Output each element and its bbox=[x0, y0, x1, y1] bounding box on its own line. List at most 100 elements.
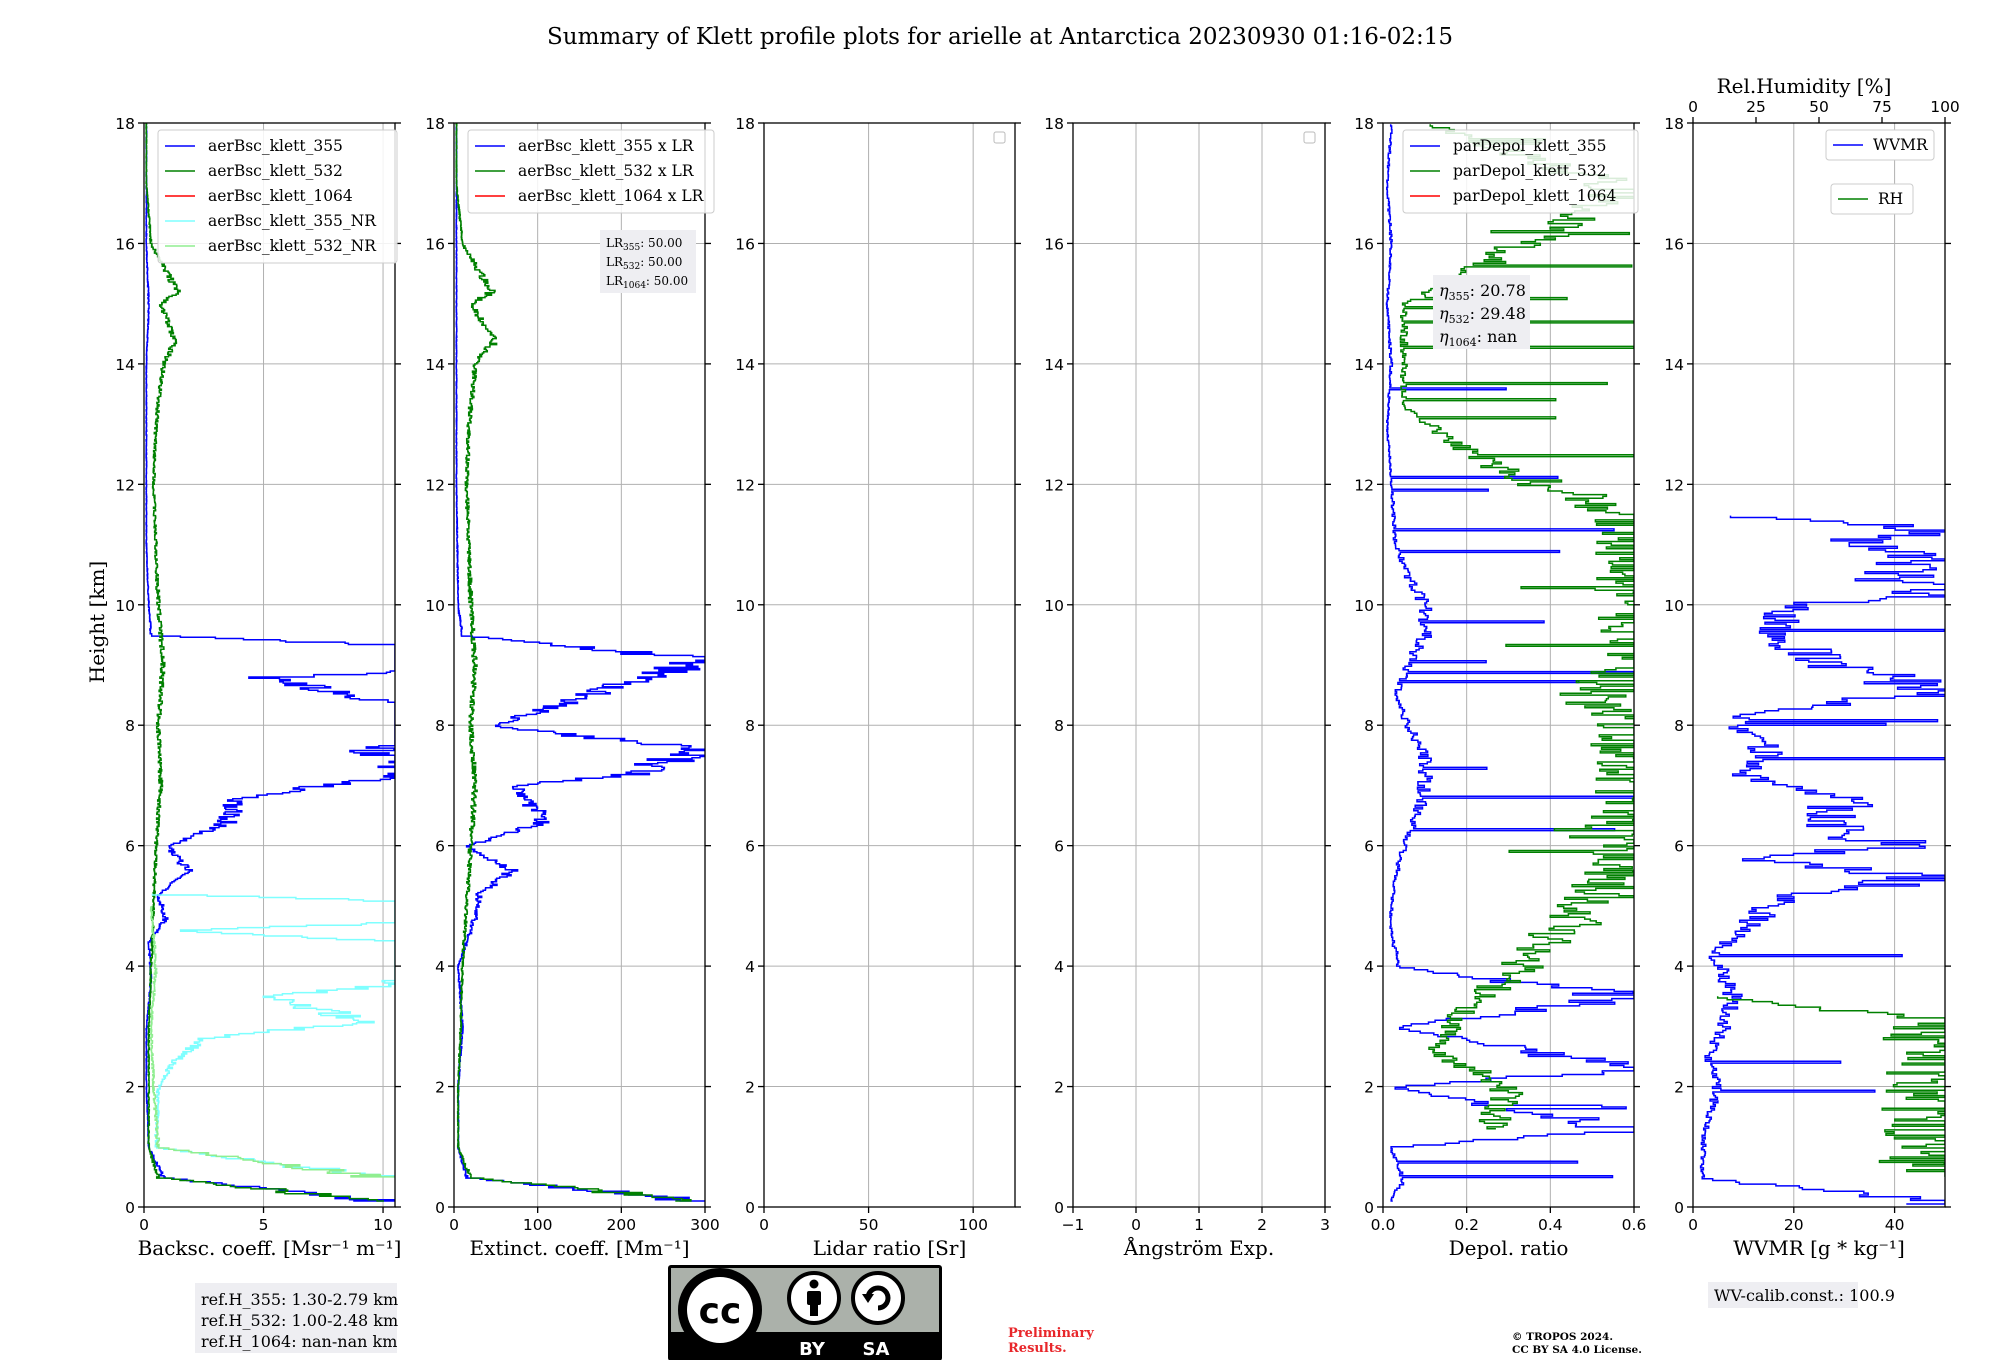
legend-label: aerBsc_klett_532_NR bbox=[208, 237, 377, 255]
top-axis-label: Rel.Humidity [%] bbox=[1717, 74, 1892, 98]
preliminary-label-line2: Results. bbox=[1008, 1341, 1067, 1356]
x-tick-label: 0 bbox=[1131, 1216, 1141, 1234]
y-tick-label: 6 bbox=[435, 838, 445, 856]
x-axis-label: Extinct. coeff. [Mm⁻¹] bbox=[469, 1236, 689, 1260]
panel-3: 0 50 100 0 2 4 6 8 10 12 14 16 18 Lidar ratio [Sr] bbox=[735, 115, 1021, 1260]
cc-logo-sa-text: SA bbox=[863, 1339, 890, 1360]
x-tick-label: 40 bbox=[1885, 1216, 1905, 1234]
legend-label: aerBsc_klett_1064 bbox=[208, 187, 353, 205]
series-line-aerBsc_klett_355 bbox=[145, 123, 395, 1202]
x-tick-label: 2 bbox=[1257, 1216, 1267, 1234]
panel-1: 0 5 10 0 2 4 6 8 10 12 14 16 18 Backsc. coeff. [Msr⁻¹… bbox=[115, 115, 401, 1260]
cc-by-sa-logo: cc BY SA bbox=[668, 1265, 942, 1360]
y-tick-label: 2 bbox=[1364, 1079, 1374, 1097]
y-tick-label: 12 bbox=[1044, 476, 1064, 494]
empty-legend-icon bbox=[993, 131, 1006, 144]
y-axis-label: Height [km] bbox=[85, 561, 109, 683]
top-tick-label: 75 bbox=[1872, 98, 1892, 116]
y-tick-label: 4 bbox=[125, 958, 135, 976]
y-tick-label: 14 bbox=[1354, 356, 1374, 374]
x-tick-label: 100 bbox=[523, 1216, 553, 1234]
y-tick-label: 8 bbox=[1674, 717, 1684, 735]
lidar-ratio-1064: LR1064: 50.00 bbox=[606, 274, 688, 291]
legend-box-WVMR: WVMR bbox=[1825, 129, 1935, 161]
x-tick-label: 0 bbox=[1688, 1216, 1698, 1234]
lidar-ratio-532: LR532: 50.00 bbox=[606, 255, 682, 272]
y-tick-label: 12 bbox=[1664, 476, 1684, 494]
x-tick-label: 0.2 bbox=[1454, 1216, 1479, 1234]
reference-height-box-bg bbox=[195, 1283, 397, 1353]
legend: parDepol_klett_355 parDepol_klett_532 parD… bbox=[1402, 129, 1639, 214]
empty-legend-icon bbox=[1303, 131, 1316, 144]
figure-title: Summary of Klett profile plots for ariel… bbox=[547, 24, 1453, 50]
y-tick-label: 14 bbox=[1044, 356, 1064, 374]
wv-calib-box-bg bbox=[1708, 1282, 1858, 1308]
legend-frame bbox=[1825, 129, 1935, 161]
preliminary-label-line1: Preliminary bbox=[1008, 1326, 1094, 1341]
y-tick-label: 6 bbox=[125, 838, 135, 856]
legend-box-RH: RH bbox=[1830, 183, 1914, 215]
panel-2: 0 100 200 300 0 2 4 6 8 10 12 14 16 18 Extinct. coeff.… bbox=[425, 115, 720, 1260]
x-tick-label: 100 bbox=[958, 1216, 988, 1234]
y-tick-label: 12 bbox=[425, 476, 445, 494]
plot-frame bbox=[1072, 122, 1326, 1208]
copyright-line2: CC BY SA 4.0 License. bbox=[1512, 1344, 1642, 1356]
legend-label: parDepol_klett_1064 bbox=[1453, 187, 1616, 205]
y-tick-label: 16 bbox=[115, 235, 135, 253]
series-group bbox=[145, 123, 395, 1202]
reference-height-box: ref.H_355: 1.30-2.79 km ref.H_532: 1.00-… bbox=[195, 1283, 398, 1353]
y-tick-label: 16 bbox=[1664, 235, 1684, 253]
wv-calib-text: WV-calib.const.: 100.9 bbox=[1714, 1286, 1895, 1305]
y-tick-label: 4 bbox=[745, 958, 755, 976]
y-tick-label: 12 bbox=[115, 476, 135, 494]
y-tick-label: 0 bbox=[125, 1199, 135, 1217]
y-tick-label: 10 bbox=[1354, 597, 1374, 615]
x-tick-label: −1 bbox=[1062, 1216, 1085, 1234]
cc-logo-circle-inner bbox=[687, 1277, 753, 1343]
legend-frame bbox=[1402, 129, 1639, 214]
series-line-WVMR bbox=[1699, 515, 1945, 1205]
x-tick-label: 3 bbox=[1320, 1216, 1330, 1234]
y-tick-label: 16 bbox=[425, 235, 445, 253]
y-tick-label: 8 bbox=[1364, 717, 1374, 735]
y-tick-label: 18 bbox=[425, 115, 445, 133]
eta-box bbox=[1433, 275, 1530, 349]
series-group bbox=[1699, 515, 1945, 1205]
legend: aerBsc_klett_355 x LR aerBsc_klett_532 x … bbox=[467, 129, 715, 214]
y-tick-label: 10 bbox=[1044, 597, 1064, 615]
lidar-ratio-355: LR355: 50.00 bbox=[606, 236, 682, 253]
by-person-icon bbox=[787, 1271, 841, 1325]
series-line-aerBsc_klett_355 x LR bbox=[455, 123, 705, 1202]
y-tick-label: 10 bbox=[115, 597, 135, 615]
x-tick-label: 0 bbox=[759, 1216, 769, 1234]
series-line-parDepol_klett_355 bbox=[1385, 124, 1634, 1202]
x-tick-label: 20 bbox=[1784, 1216, 1804, 1234]
y-tick-label: 16 bbox=[1354, 235, 1374, 253]
y-tick-label: 12 bbox=[735, 476, 755, 494]
top-tick-label: 50 bbox=[1809, 98, 1829, 116]
cc-logo-cc-text: cc bbox=[699, 1291, 742, 1332]
plot-frame bbox=[763, 122, 1016, 1208]
y-tick-label: 2 bbox=[435, 1079, 445, 1097]
lidar-ratio-box bbox=[600, 230, 696, 293]
ref-height-532: ref.H_532: 1.00-2.48 km bbox=[201, 1311, 398, 1330]
y-tick-label: 16 bbox=[1044, 235, 1064, 253]
cc-logo-by-text: BY bbox=[799, 1339, 826, 1360]
y-tick-label: 12 bbox=[1354, 476, 1374, 494]
legend-frame bbox=[157, 129, 398, 264]
x-axis-label: Lidar ratio [Sr] bbox=[813, 1236, 967, 1260]
ref-height-355: ref.H_355: 1.30-2.79 km bbox=[201, 1290, 398, 1309]
series-line-aerBsc_klett_532 bbox=[145, 123, 384, 1202]
legend-label: aerBsc_klett_355 bbox=[208, 137, 343, 155]
y-tick-label: 2 bbox=[125, 1079, 135, 1097]
y-tick-label: 18 bbox=[1664, 115, 1684, 133]
y-tick-label: 2 bbox=[1674, 1079, 1684, 1097]
x-tick-label: 0 bbox=[139, 1216, 149, 1234]
y-tick-label: 18 bbox=[1044, 115, 1064, 133]
series-line-aerBsc_klett_532 x LR bbox=[455, 123, 692, 1202]
y-tick-label: 14 bbox=[1664, 356, 1684, 374]
series-line-RH bbox=[1716, 996, 1945, 1177]
legend-label: aerBsc_klett_532 x LR bbox=[518, 162, 695, 180]
